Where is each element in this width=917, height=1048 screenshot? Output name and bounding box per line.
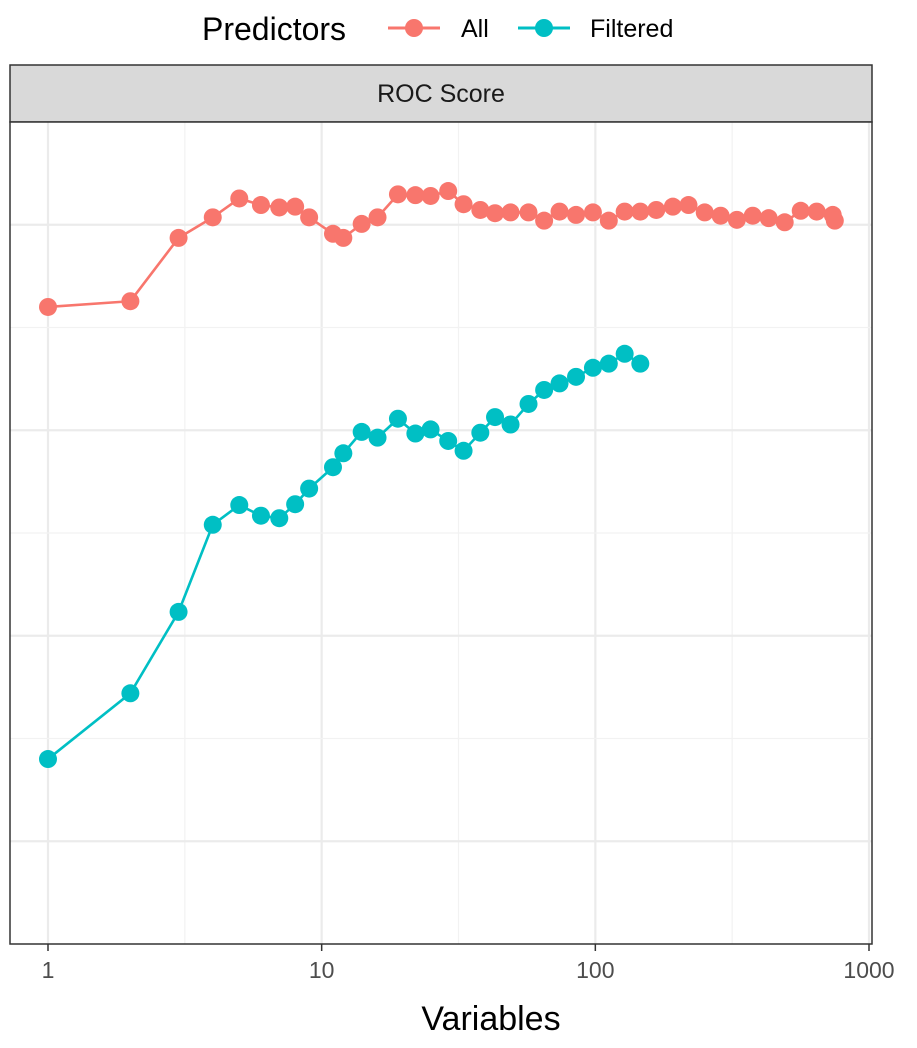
legend-filtered-key-point: [535, 19, 553, 37]
legend-title: Predictors: [202, 11, 346, 47]
x-axis: 1 10 100 1000: [42, 944, 895, 983]
data-point-all: [300, 208, 319, 227]
data-point-filtered: [454, 441, 473, 460]
data-point-all: [550, 202, 569, 221]
data-point-all: [775, 213, 794, 232]
data-point-all: [743, 206, 762, 225]
legend-filtered-label: Filtered: [590, 15, 673, 43]
data-point-all: [486, 204, 505, 223]
facet-strip-label: ROC Score: [377, 80, 505, 108]
data-point-all: [647, 200, 666, 219]
data-point-all: [286, 197, 305, 216]
data-point-all: [583, 203, 602, 222]
data-point-all: [39, 297, 57, 316]
series-all: [39, 182, 844, 316]
x-axis-title: Variables: [421, 1000, 560, 1038]
legend-item-all: All: [388, 15, 489, 43]
data-point-all: [270, 198, 289, 217]
data-point-filtered: [388, 409, 407, 428]
data-point-all: [368, 208, 387, 227]
x-axis-tick-label: 10: [309, 957, 335, 983]
data-point-filtered: [471, 423, 490, 442]
facet-strip: ROC Score: [9, 64, 873, 123]
data-point-all: [599, 211, 618, 230]
data-point-all: [352, 214, 371, 233]
data-point-all: [121, 292, 140, 311]
data-point-filtered: [230, 496, 249, 515]
panel-border: [9, 121, 873, 945]
data-point-filtered: [550, 374, 569, 393]
data-point-filtered: [270, 509, 289, 528]
x-axis-tick-label: 100: [576, 957, 614, 983]
x-axis-tick-label: 1000: [843, 957, 894, 983]
data-point-filtered: [519, 394, 538, 413]
legend-all-key-point: [405, 19, 423, 37]
data-point-all: [501, 203, 520, 222]
data-point-all: [679, 196, 698, 215]
data-point-filtered: [583, 358, 602, 377]
x-axis-tick-label: 1: [42, 957, 55, 983]
data-point-filtered: [501, 415, 520, 434]
data-point-all: [567, 205, 586, 224]
data-point-all: [251, 196, 270, 215]
data-point-filtered: [121, 684, 140, 703]
data-point-filtered: [39, 750, 57, 769]
data-point-filtered: [300, 479, 319, 498]
data-point-filtered: [406, 424, 425, 443]
data-point-all: [203, 208, 222, 227]
data-point-filtered: [203, 515, 222, 534]
series-layer: [39, 182, 844, 769]
data-point-filtered: [486, 408, 505, 427]
data-point-filtered: [615, 344, 634, 363]
data-point-filtered: [535, 380, 554, 399]
data-point-all: [471, 200, 490, 219]
gridlines: [10, 122, 872, 944]
data-point-all: [695, 203, 714, 222]
data-point-all: [388, 185, 407, 204]
data-point-filtered: [567, 367, 586, 386]
data-point-all: [454, 195, 473, 214]
data-point-all: [439, 182, 458, 201]
data-point-all: [631, 202, 650, 221]
data-point-filtered: [439, 431, 458, 450]
plot-panel: [9, 121, 873, 945]
data-point-filtered: [352, 422, 371, 441]
series-filtered: [39, 344, 650, 769]
legend-all-label: All: [461, 15, 489, 43]
data-point-all: [807, 202, 826, 221]
data-point-all: [406, 186, 425, 205]
data-point-all: [711, 206, 730, 225]
data-point-all: [759, 209, 778, 228]
data-point-filtered: [169, 602, 188, 621]
legend: Predictors All Filtered: [202, 11, 673, 47]
data-point-all: [663, 197, 682, 216]
data-point-all: [230, 189, 249, 208]
facet-strip-background: [9, 64, 873, 123]
data-point-filtered: [368, 428, 387, 447]
data-point-filtered: [286, 495, 305, 514]
data-point-filtered: [251, 506, 270, 525]
data-point-all: [519, 203, 538, 222]
data-point-all: [421, 186, 440, 205]
data-point-all: [615, 202, 634, 221]
data-point-all: [727, 210, 746, 229]
data-point-all: [535, 211, 554, 230]
data-point-filtered: [421, 420, 440, 439]
data-point-filtered: [599, 354, 618, 373]
data-point-all: [334, 228, 353, 247]
data-point-filtered: [631, 354, 650, 373]
data-point-all: [825, 211, 844, 230]
data-point-filtered: [334, 444, 353, 463]
data-point-filtered: [323, 458, 342, 477]
data-point-all: [169, 228, 188, 247]
legend-item-filtered: Filtered: [518, 15, 673, 43]
data-point-all: [791, 201, 810, 220]
